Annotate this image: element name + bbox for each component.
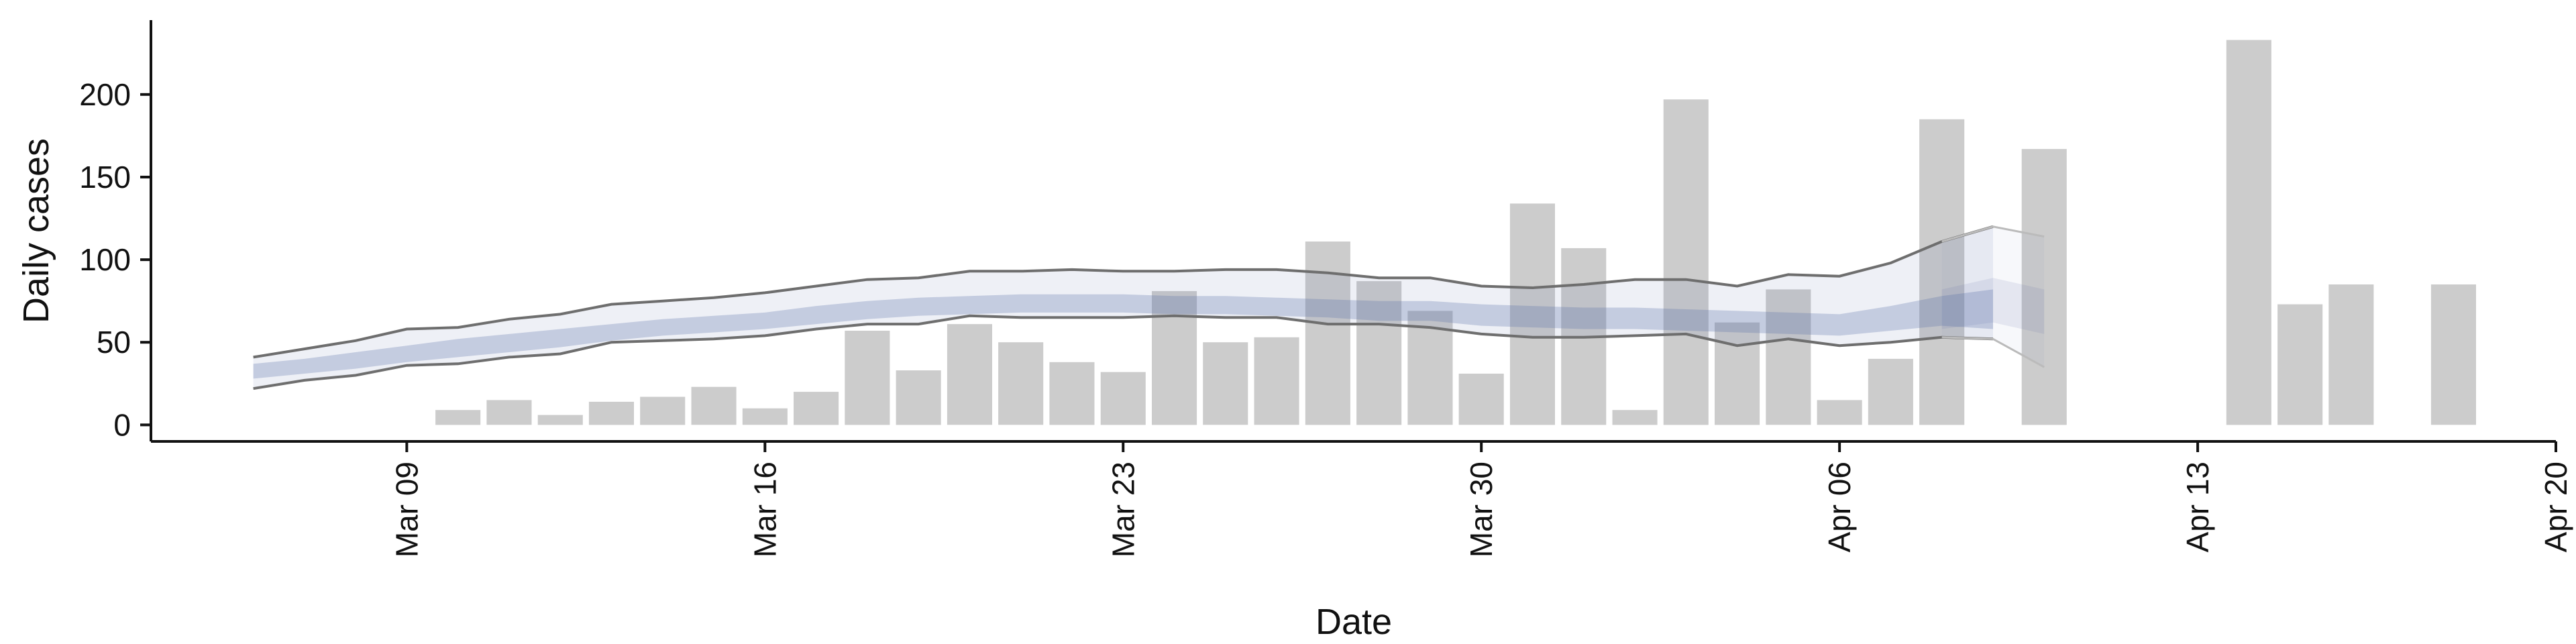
y-tick-label: 150 <box>79 160 131 195</box>
bar-2020-03-13 <box>588 401 634 425</box>
bar-2020-03-11 <box>486 400 532 425</box>
bar-2020-03-22 <box>1049 362 1095 425</box>
bar-2020-03-30 <box>1458 374 1504 425</box>
bar-2020-03-15 <box>691 386 737 425</box>
forecast-lower-line <box>1941 336 2045 368</box>
bars-layer <box>435 40 2476 425</box>
bar-2020-04-05 <box>1766 289 1811 425</box>
ticks-layer: 0 50 100 150 200 Mar 09 Mar 16 Mar 23 Mar 30 Apr … <box>79 77 2573 557</box>
x-tick-label: Mar 16 <box>747 462 782 557</box>
y-tick-label: 200 <box>79 77 131 112</box>
x-tick-label: Mar 30 <box>1464 462 1499 557</box>
bar-2020-04-10 <box>2021 149 2067 425</box>
x-tick-label: Apr 20 <box>2538 462 2573 553</box>
bar-2020-04-02 <box>1612 410 1658 425</box>
bar-2020-04-04 <box>1715 322 1760 425</box>
bar-2020-03-28 <box>1356 281 1402 425</box>
bar-2020-03-19 <box>896 370 941 425</box>
y-axis-title: Daily cases <box>16 138 56 323</box>
upper-interval-line <box>253 225 1994 359</box>
bar-2020-04-03 <box>1663 99 1709 425</box>
x-tick-label: Mar 09 <box>389 462 424 557</box>
x-axis-title: Date <box>1316 602 1392 642</box>
forecast-outer-band <box>1941 226 2045 368</box>
bar-2020-04-07 <box>1868 358 1913 425</box>
bar-2020-03-23 <box>1100 372 1146 425</box>
axes-layer <box>150 20 2556 443</box>
bar-2020-03-17 <box>794 392 839 425</box>
bar-2020-04-16 <box>2328 284 2374 425</box>
bar-2020-03-24 <box>1152 290 1197 425</box>
bar-2020-04-14 <box>2226 40 2271 425</box>
y-tick-label: 100 <box>79 242 131 277</box>
bar-2020-03-27 <box>1305 241 1350 425</box>
x-tick-label: Apr 06 <box>1822 462 1857 553</box>
estimate-band-layer <box>253 225 2045 390</box>
bar-2020-03-10 <box>435 410 481 425</box>
forecast-upper-line <box>1941 225 2045 243</box>
forecast-inner-band <box>1941 278 2045 334</box>
y-tick-label: 0 <box>113 407 131 442</box>
x-tick-label: Mar 23 <box>1106 462 1140 557</box>
bar-2020-03-14 <box>640 396 686 425</box>
bar-2020-03-20 <box>947 324 992 425</box>
y-tick-label: 50 <box>97 325 131 360</box>
outer-interval-band <box>253 226 1993 389</box>
bar-2020-04-06 <box>1817 400 1862 425</box>
lower-interval-line <box>253 314 1994 390</box>
bar-2020-03-25 <box>1203 342 1248 425</box>
bar-2020-03-26 <box>1254 337 1299 425</box>
bar-2020-04-18 <box>2430 284 2476 425</box>
bar-2020-03-12 <box>537 415 583 425</box>
bar-2020-03-31 <box>1509 203 1555 425</box>
x-tick-label: Apr 13 <box>2180 462 2215 553</box>
bar-2020-04-08 <box>1919 119 1965 425</box>
bar-2020-03-18 <box>845 331 890 425</box>
bar-2020-03-21 <box>998 342 1044 425</box>
bar-2020-03-16 <box>742 408 788 425</box>
bar-2020-04-15 <box>2277 304 2323 425</box>
inner-interval-band <box>253 289 1993 379</box>
